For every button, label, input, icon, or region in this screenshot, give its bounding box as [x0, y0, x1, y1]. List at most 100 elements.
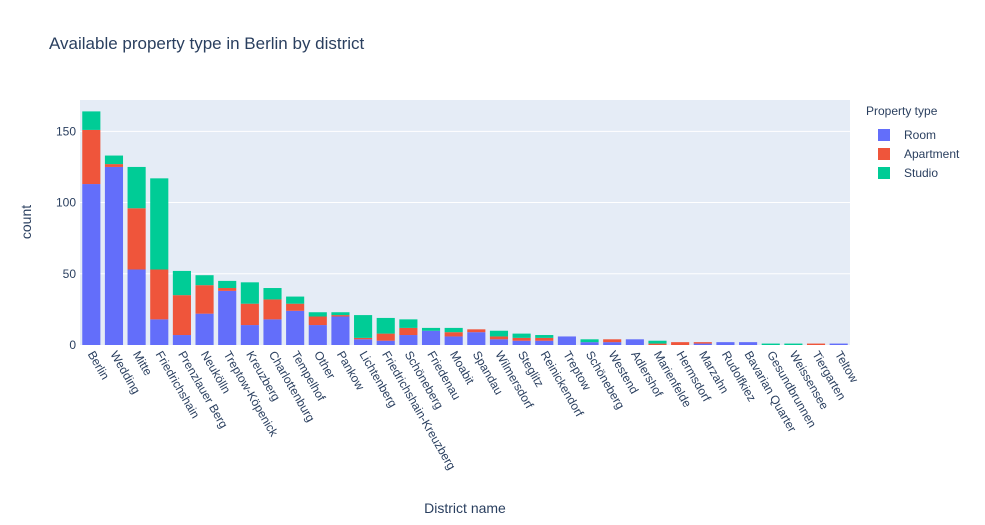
- y-tick-labels: 0 50 100 150: [56, 124, 76, 352]
- bar-apartment-25[interactable]: [648, 343, 667, 345]
- bar-room-4[interactable]: [172, 335, 191, 345]
- bar-apartment-26[interactable]: [671, 342, 690, 345]
- bar-apartment-32[interactable]: [806, 343, 826, 345]
- bar-room-7[interactable]: [240, 325, 259, 345]
- bar-studio-1[interactable]: [104, 155, 124, 165]
- bar-room-8[interactable]: [263, 319, 282, 345]
- bar-apartment-23[interactable]: [603, 339, 622, 343]
- bar-room-5[interactable]: [195, 313, 214, 345]
- legend-item-room[interactable]: Room: [866, 125, 959, 144]
- y-tick-label: 0: [69, 338, 76, 352]
- bar-room-11[interactable]: [331, 316, 350, 345]
- legend-item-apartment[interactable]: Apartment: [866, 144, 959, 163]
- legend-swatch-room: [878, 128, 890, 141]
- bar-studio-3[interactable]: [150, 178, 169, 270]
- x-tick-label: Berlin: [85, 349, 112, 383]
- bar-apartment-8[interactable]: [263, 299, 282, 320]
- bar-studio-18[interactable]: [489, 330, 509, 337]
- bar-room-28[interactable]: [716, 342, 735, 345]
- bar-apartment-5[interactable]: [195, 285, 214, 314]
- bar-room-24[interactable]: [625, 339, 644, 345]
- bar-room-3[interactable]: [150, 319, 169, 345]
- bar-room-15[interactable]: [421, 330, 441, 345]
- bar-room-22[interactable]: [580, 342, 599, 345]
- bar-studio-16[interactable]: [444, 327, 463, 333]
- bar-room-0[interactable]: [82, 184, 101, 345]
- bar-room-12[interactable]: [354, 339, 373, 345]
- bar-apartment-10[interactable]: [308, 316, 327, 326]
- bar-room-2[interactable]: [127, 269, 146, 345]
- bar-room-1[interactable]: [104, 166, 124, 345]
- bar-room-17[interactable]: [467, 332, 486, 345]
- legend-swatch-apartment: [878, 147, 890, 160]
- bar-room-14[interactable]: [399, 335, 418, 345]
- bar-apartment-7[interactable]: [240, 303, 259, 326]
- bar-studio-2[interactable]: [127, 166, 146, 209]
- x-axis-label: District name: [424, 500, 506, 516]
- bar-apartment-19[interactable]: [512, 337, 531, 341]
- bar-apartment-1[interactable]: [104, 164, 124, 167]
- bar-apartment-14[interactable]: [399, 327, 418, 336]
- bar-studio-4[interactable]: [172, 270, 191, 296]
- bar-room-23[interactable]: [603, 342, 622, 345]
- bar-apartment-17[interactable]: [467, 329, 486, 333]
- bar-studio-11[interactable]: [331, 312, 350, 316]
- bar-room-20[interactable]: [535, 340, 554, 345]
- bar-studio-20[interactable]: [535, 335, 554, 338]
- bar-studio-14[interactable]: [399, 319, 418, 328]
- y-tick-label: 150: [56, 124, 76, 138]
- bar-apartment-13[interactable]: [376, 333, 395, 341]
- bar-apartment-2[interactable]: [127, 208, 146, 270]
- bar-apartment-27[interactable]: [693, 342, 712, 344]
- bar-apartment-12[interactable]: [354, 337, 373, 340]
- bars[interactable]: [82, 111, 848, 345]
- bar-room-27[interactable]: [693, 343, 712, 345]
- bar-room-6[interactable]: [218, 290, 237, 345]
- legend: Property type Room Apartment Studio: [866, 104, 959, 182]
- bar-studio-30[interactable]: [761, 343, 780, 345]
- y-tick-label: 100: [56, 196, 76, 210]
- bar-room-10[interactable]: [308, 325, 327, 345]
- bar-studio-22[interactable]: [580, 339, 599, 343]
- bar-studio-12[interactable]: [354, 315, 373, 338]
- bar-apartment-3[interactable]: [150, 269, 169, 320]
- bar-studio-31[interactable]: [784, 343, 803, 345]
- bar-apartment-11[interactable]: [331, 315, 350, 317]
- legend-swatch-studio: [878, 166, 890, 179]
- bar-studio-25[interactable]: [648, 340, 667, 344]
- bar-apartment-6[interactable]: [218, 288, 237, 291]
- bar-room-16[interactable]: [444, 336, 463, 345]
- bar-studio-13[interactable]: [376, 317, 395, 334]
- legend-item-studio[interactable]: Studio: [866, 163, 959, 182]
- bar-room-9[interactable]: [286, 310, 305, 345]
- bar-studio-8[interactable]: [263, 288, 282, 300]
- bar-studio-10[interactable]: [308, 312, 327, 317]
- bar-studio-6[interactable]: [218, 280, 237, 289]
- bar-studio-7[interactable]: [240, 282, 259, 304]
- bar-studio-15[interactable]: [421, 327, 441, 331]
- bar-room-19[interactable]: [512, 340, 531, 345]
- bar-apartment-18[interactable]: [489, 336, 509, 340]
- bar-room-33[interactable]: [829, 343, 848, 345]
- gridlines: [80, 130, 850, 275]
- legend-label-studio: Studio: [904, 165, 939, 180]
- y-tick-label: 50: [63, 267, 77, 281]
- bar-studio-5[interactable]: [195, 275, 214, 286]
- bar-apartment-16[interactable]: [444, 332, 463, 337]
- bar-room-29[interactable]: [739, 342, 758, 345]
- bar-apartment-9[interactable]: [286, 303, 305, 311]
- x-tick-labels: BerlinWeddingMitteFriedrichshainPrenzlau…: [85, 349, 862, 473]
- bar-apartment-4[interactable]: [172, 295, 191, 336]
- bar-room-13[interactable]: [376, 340, 395, 345]
- bar-studio-0[interactable]: [82, 111, 101, 130]
- legend-label-apartment: Apartment: [904, 146, 960, 161]
- bar-studio-19[interactable]: [512, 333, 531, 338]
- bar-apartment-20[interactable]: [535, 337, 554, 341]
- bar-apartment-0[interactable]: [82, 129, 101, 185]
- legend-label-room: Room: [904, 127, 937, 142]
- legend-title: Property type: [866, 104, 938, 118]
- bar-room-18[interactable]: [489, 339, 509, 345]
- bar-room-21[interactable]: [557, 336, 576, 345]
- y-axis-label: count: [18, 205, 34, 239]
- bar-studio-9[interactable]: [286, 296, 305, 304]
